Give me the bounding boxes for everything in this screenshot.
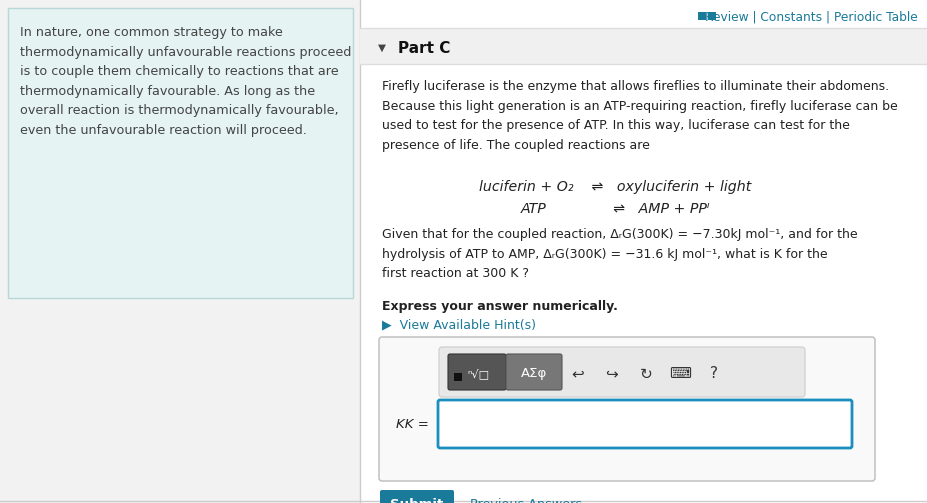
Text: ↪: ↪	[605, 367, 617, 381]
Text: ▶  View Available Hint(s): ▶ View Available Hint(s)	[382, 318, 536, 331]
Bar	[697, 12, 705, 20]
Text: Submit: Submit	[390, 498, 443, 503]
Text: ?: ?	[709, 367, 717, 381]
Bar	[360, 0, 927, 503]
Text: ↩: ↩	[571, 367, 584, 381]
FancyBboxPatch shape	[448, 354, 505, 390]
Text: Previous Answers: Previous Answers	[469, 498, 581, 503]
Text: Part C: Part C	[398, 41, 450, 55]
Text: Firefly luciferase is the enzyme that allows fireflies to illuminate their abdom: Firefly luciferase is the enzyme that al…	[382, 80, 896, 151]
Text: ↻: ↻	[639, 367, 652, 381]
Text: In nature, one common strategy to make
thermodynamically unfavourable reactions : In nature, one common strategy to make t…	[20, 26, 351, 136]
Bar	[360, 28, 927, 64]
FancyBboxPatch shape	[379, 490, 453, 503]
FancyBboxPatch shape	[505, 354, 562, 390]
Bar	[453, 373, 462, 381]
Text: Review | Constants | Periodic Table: Review | Constants | Periodic Table	[705, 10, 917, 23]
Text: KK =: KK =	[396, 417, 428, 431]
FancyBboxPatch shape	[438, 400, 851, 448]
Text: Given that for the coupled reaction, ΔᵣG(300K) = −7.30kJ mol⁻¹, and for the
hydr: Given that for the coupled reaction, ΔᵣG…	[382, 228, 857, 280]
Text: ▼: ▼	[377, 43, 386, 53]
Text: Express your answer numerically.: Express your answer numerically.	[382, 300, 617, 313]
FancyBboxPatch shape	[438, 347, 804, 397]
Text: ⌨: ⌨	[668, 367, 691, 381]
Text: ΑΣφ: ΑΣφ	[520, 368, 547, 380]
Text: luciferin + O₂    ⇌   oxyluciferin + light: luciferin + O₂ ⇌ oxyluciferin + light	[479, 180, 751, 194]
FancyBboxPatch shape	[8, 8, 352, 298]
Bar	[707, 12, 716, 20]
FancyBboxPatch shape	[378, 337, 874, 481]
Text: ATP               ⇌   AMP + PPᴵ: ATP ⇌ AMP + PPᴵ	[520, 202, 709, 216]
Text: ⁿ√□: ⁿ√□	[466, 369, 489, 379]
